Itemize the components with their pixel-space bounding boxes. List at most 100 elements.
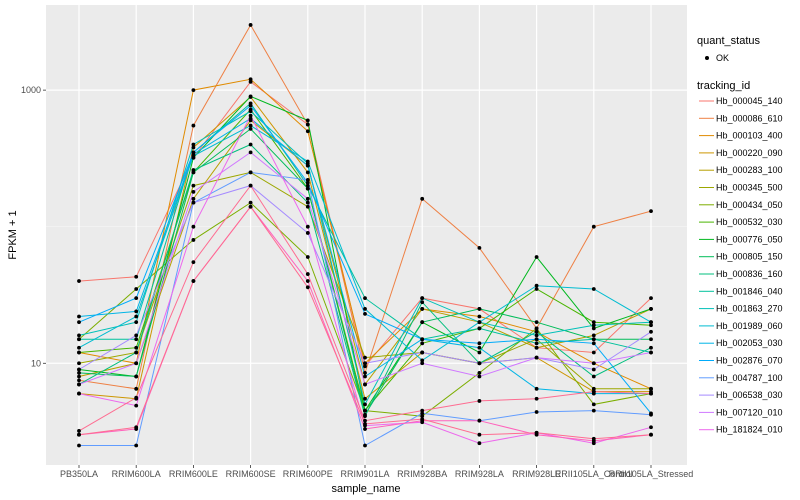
data-point — [591, 341, 596, 346]
data-point — [191, 123, 196, 128]
data-point — [649, 432, 653, 437]
data-point — [477, 441, 482, 446]
data-point — [420, 417, 425, 422]
data-point — [591, 224, 596, 229]
data-point — [191, 168, 196, 172]
data-point — [591, 323, 596, 328]
legend-label: Hb_000045_140 — [716, 96, 783, 106]
data-point — [77, 279, 81, 283]
data-point — [134, 361, 139, 366]
data-point — [134, 350, 139, 355]
data-point — [248, 109, 253, 114]
data-point — [77, 371, 81, 375]
legend-label: Hb_002876_070 — [716, 356, 783, 366]
data-point — [591, 333, 596, 338]
data-point — [77, 443, 81, 448]
data-point — [191, 200, 196, 205]
data-point — [649, 323, 653, 328]
legend-label: Hb_007120_010 — [716, 407, 783, 417]
data-point — [534, 326, 539, 331]
data-point — [649, 425, 653, 430]
data-point — [248, 150, 253, 155]
data-point — [420, 337, 425, 342]
data-point — [649, 296, 653, 301]
data-point — [591, 350, 596, 355]
legend-label: Hb_004787_100 — [716, 373, 783, 383]
data-point — [420, 341, 425, 346]
data-point — [591, 402, 596, 407]
legend-label: Hb_001989_060 — [716, 321, 783, 331]
legend-label: Hb_001863_270 — [716, 304, 783, 314]
data-point — [534, 287, 539, 291]
data-point — [134, 274, 139, 279]
data-point — [591, 374, 596, 379]
data-point — [248, 77, 253, 82]
data-point — [477, 361, 482, 366]
data-point — [477, 314, 482, 319]
data-point — [534, 337, 539, 342]
data-point — [477, 341, 482, 346]
data-point — [77, 378, 81, 383]
y-tick-label: 10 — [31, 358, 41, 368]
data-point — [77, 428, 81, 433]
data-point — [534, 386, 539, 391]
data-point — [420, 408, 425, 413]
data-point — [534, 320, 539, 325]
y-axis-title: FPKM + 1 — [7, 210, 19, 259]
data-point — [77, 345, 81, 350]
legend-label: Hb_000805_150 — [716, 252, 783, 262]
data-point — [134, 309, 139, 314]
data-point — [649, 337, 653, 342]
data-point — [191, 279, 196, 283]
data-point — [591, 326, 596, 331]
data-point — [591, 287, 596, 291]
x-tick-label: RRIM928BA — [397, 469, 447, 479]
data-point — [191, 260, 196, 265]
legend-label: Hb_000836_160 — [716, 269, 783, 279]
data-point — [363, 418, 367, 423]
data-point — [305, 196, 310, 201]
data-point — [248, 170, 253, 175]
legend-label: Hb_000776_050 — [716, 234, 783, 244]
data-point — [305, 272, 310, 276]
data-point — [305, 279, 310, 283]
data-point — [248, 127, 253, 131]
x-tick-label: RRIM928LA — [455, 469, 504, 479]
legend-label: Hb_002053_030 — [716, 338, 783, 348]
data-point — [305, 170, 310, 175]
data-point — [134, 320, 139, 325]
data-point — [191, 189, 196, 194]
data-point — [534, 430, 539, 435]
data-point — [363, 408, 367, 413]
data-point — [77, 432, 81, 437]
data-point — [420, 361, 425, 366]
data-point — [77, 333, 81, 338]
data-point — [534, 355, 539, 360]
data-point — [363, 374, 367, 379]
data-point — [649, 345, 653, 350]
data-point — [77, 391, 81, 396]
data-point — [649, 412, 653, 417]
legend-label: Hb_181824_010 — [716, 425, 783, 435]
data-point — [305, 118, 310, 123]
data-point — [534, 345, 539, 350]
data-point — [248, 116, 253, 121]
data-point — [305, 159, 310, 164]
x-tick-label: PB350LA — [60, 469, 98, 479]
data-point — [134, 314, 139, 319]
data-point — [134, 374, 139, 379]
legend-label: Hb_000283_100 — [716, 165, 783, 175]
legend: quant_status OK tracking_id Hb_000045_14… — [697, 35, 783, 435]
data-point — [248, 123, 253, 128]
data-point — [77, 367, 81, 372]
color-legend-title: tracking_id — [697, 80, 750, 92]
data-point — [248, 200, 253, 205]
x-tick-label: RRIM600LE — [169, 469, 218, 479]
data-point — [591, 320, 596, 325]
data-point — [591, 337, 596, 342]
data-point — [134, 386, 139, 391]
data-point — [248, 94, 253, 99]
data-point — [77, 374, 81, 379]
legend-label: Hb_000345_500 — [716, 183, 783, 193]
